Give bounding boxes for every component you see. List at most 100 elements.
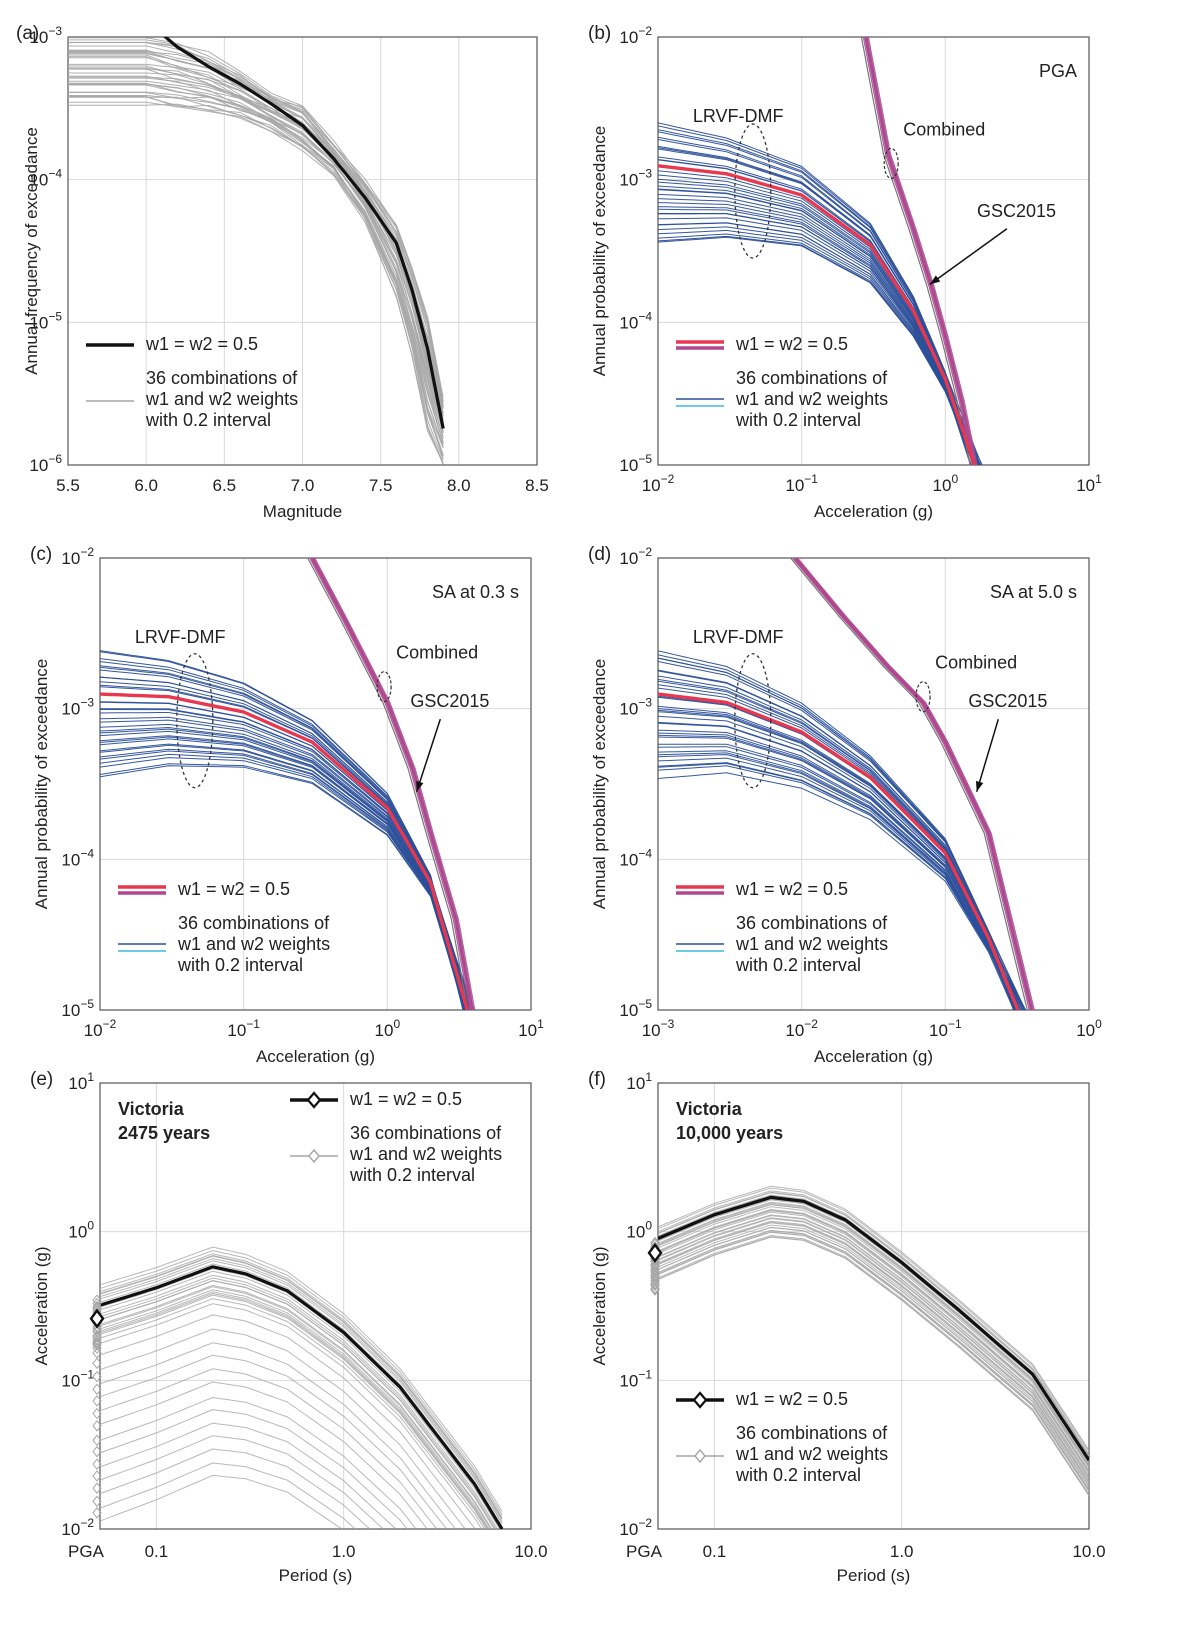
- combined-ensemble-line: [309, 558, 471, 1010]
- ensemble-line: [100, 1462, 356, 1529]
- ensemble-line: [658, 1231, 1089, 1492]
- grid: [658, 558, 1089, 1010]
- ensemble-line: [658, 1190, 1089, 1455]
- x-tick-label: 100: [933, 472, 959, 495]
- ensemble-line: [100, 1270, 501, 1529]
- y-tick-label: 10−3: [61, 696, 94, 719]
- pga-diamond: [92, 1420, 102, 1432]
- pga-diamond: [92, 1331, 102, 1343]
- panel-label: (c): [30, 544, 52, 565]
- ensemble-line: [100, 1298, 485, 1529]
- panel-title-line2: 2475 years: [118, 1123, 210, 1143]
- combined-mean-line: [310, 558, 474, 1010]
- combined-mean-line: [793, 558, 1034, 1010]
- legend-label-ensemble-3: with 0.2 interval: [735, 410, 861, 430]
- arrow-head: [416, 780, 424, 792]
- combined-ellipse: [376, 671, 392, 703]
- ensemble-line: [100, 1397, 417, 1529]
- x-tick-label: 101: [518, 1017, 544, 1040]
- ensemble-line: [658, 1218, 1089, 1480]
- x-axis-label: Acceleration (g): [814, 1047, 933, 1066]
- axes-frame: [657, 557, 1090, 1011]
- ensemble-line: [100, 1422, 397, 1529]
- pga-diamond: [92, 1434, 102, 1447]
- lrvf-ensemble-line: [100, 650, 465, 1010]
- ensemble-line: [658, 1191, 1089, 1456]
- ensemble-line: [658, 1185, 1089, 1451]
- arrow-head: [976, 780, 984, 792]
- grid: [100, 558, 531, 1010]
- arrow-head: [929, 275, 941, 285]
- panel-f: 10−2 10−1 100 101 PGA 0.1 1.0 10.0 Period (s) Acc…: [588, 1069, 1106, 1585]
- pga-diamond: [92, 1336, 102, 1348]
- legend-label-ensemble-2: w1 and w2 weights: [735, 389, 888, 409]
- gsc2015-arrow: [975, 718, 1000, 793]
- y-tick-label: 10−2: [61, 1516, 94, 1539]
- ensemble-line: [658, 1211, 1089, 1474]
- axes-frame: [99, 1082, 532, 1530]
- lrvf-ellipse: [734, 123, 772, 259]
- x-tick-label: 0.1: [703, 1542, 727, 1561]
- legend-label-ensemble-3: with 0.2 interval: [145, 410, 271, 430]
- x-tick-label: 101: [1076, 472, 1102, 495]
- legend-label-mean: w1 = w2 = 0.5: [177, 879, 290, 899]
- gsc2015-arrow: [929, 228, 1008, 286]
- legend-diamond-ensemble: [308, 1148, 320, 1164]
- lrvf-ensemble-line: [658, 650, 1026, 1010]
- y-tick-label: 100: [68, 1219, 94, 1242]
- combined-ensemble-line: [792, 558, 1030, 1010]
- ensemble-line: [100, 1258, 503, 1522]
- ensemble-line: [100, 1250, 503, 1515]
- ensemble-line: [100, 1314, 476, 1529]
- panel-title: PGA: [1039, 61, 1077, 81]
- pga-diamond: [92, 1506, 102, 1519]
- legend-label-mean: w1 = w2 = 0.5: [349, 1089, 462, 1109]
- combined-annotation: Combined: [396, 643, 478, 663]
- legend-label-ensemble-2: w1 and w2 weights: [177, 934, 330, 954]
- lrvf-annotation: LRVF-DMF: [693, 106, 784, 126]
- x-tick-label: 100: [1076, 1017, 1102, 1040]
- panel-a: 10−6 10−5 10−4 10−3 5.5 6.0 6.5 7.0 7.5 8.0 8.5 Mag…: [16, 23, 549, 521]
- grid: [68, 37, 537, 465]
- pga-diamond: [92, 1330, 102, 1342]
- panel-label: (f): [588, 1069, 606, 1090]
- y-tick-label: 10−3: [619, 696, 652, 719]
- x-tick-label: 8.0: [447, 476, 471, 495]
- ensemble-line: [658, 1206, 1089, 1469]
- gsc2015-line: [860, 37, 971, 465]
- x-tick-label: 5.5: [56, 476, 80, 495]
- ensemble-line: [100, 1368, 438, 1529]
- legend-label-mean: w1 = w2 = 0.5: [145, 334, 258, 354]
- lrvf-ellipse: [734, 653, 772, 789]
- ensemble-line: [100, 1328, 466, 1529]
- legend-label-ensemble-2: w1 and w2 weights: [349, 1144, 502, 1164]
- x-tick-label: 10−2: [785, 1017, 818, 1040]
- lrvf-mean-line: [658, 164, 977, 465]
- ensemble-line: [658, 1208, 1089, 1472]
- panel-title-line2: 10,000 years: [676, 1123, 783, 1143]
- gsc2015-annotation: GSC2015: [977, 201, 1056, 221]
- gsc2015-line: [790, 558, 1028, 1010]
- combined-ellipse: [883, 147, 899, 180]
- legend-diamond-ensemble: [694, 1448, 706, 1464]
- lrvf-ensemble-line: [658, 772, 1015, 1010]
- gsc2015-line: [307, 558, 469, 1010]
- panel-b: 10−5 10−4 10−3 10−2 10−2 10−1 100 101 Accelerati…: [588, 23, 1102, 521]
- ensemble-line: [100, 1277, 497, 1529]
- x-tick-label: 10−3: [642, 1017, 675, 1040]
- y-tick-label: 10−3: [29, 24, 62, 47]
- panel-label: (d): [588, 544, 611, 565]
- x-tick-label: 1.0: [332, 1542, 356, 1561]
- gsc2015-annotation: GSC2015: [410, 691, 489, 711]
- x-axis-label: Acceleration (g): [256, 1047, 375, 1066]
- y-tick-label: 10−5: [61, 997, 94, 1020]
- pga-diamond: [650, 1279, 660, 1292]
- y-tick-label: 10−5: [29, 309, 62, 332]
- ensemble-line: [658, 1204, 1089, 1467]
- y-tick-label: 101: [626, 1070, 652, 1093]
- gsc2015-annotation: GSC2015: [968, 691, 1047, 711]
- ensemble-line: [68, 39, 444, 398]
- y-tick-label: 10−2: [61, 545, 94, 568]
- pga-diamond: [92, 1357, 102, 1370]
- pga-diamond: [92, 1294, 102, 1307]
